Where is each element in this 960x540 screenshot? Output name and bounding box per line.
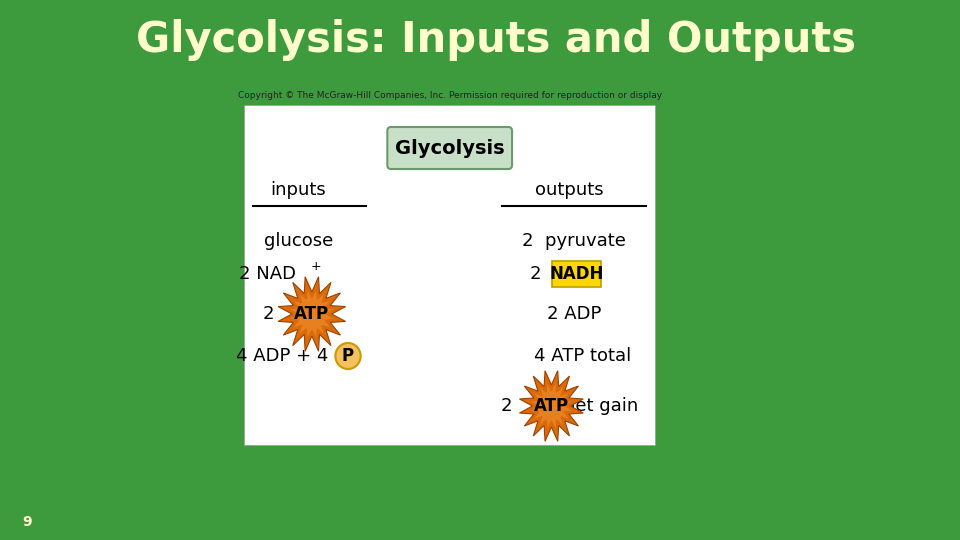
Text: 4 ADP + 4: 4 ADP + 4 [236,347,328,365]
Text: +: + [311,260,322,273]
Text: P: P [342,347,354,365]
Polygon shape [278,276,346,351]
Text: NADH: NADH [549,265,604,283]
FancyBboxPatch shape [387,127,512,169]
Text: ATP: ATP [295,305,329,323]
Ellipse shape [335,343,361,369]
Text: 2  pyruvate: 2 pyruvate [522,232,626,250]
Text: glucose: glucose [264,232,333,250]
Text: 2: 2 [529,265,540,283]
FancyBboxPatch shape [244,105,656,445]
Text: ATP: ATP [534,397,569,415]
Text: Copyright © The McGraw-Hill Companies, Inc. Permission required for reproduction: Copyright © The McGraw-Hill Companies, I… [238,91,661,100]
Text: 2 NAD: 2 NAD [239,265,297,283]
Polygon shape [529,381,573,430]
Polygon shape [289,288,335,340]
FancyBboxPatch shape [552,261,601,287]
Text: 2: 2 [500,397,512,415]
Text: net gain: net gain [564,397,638,415]
Text: Glycolysis: Inputs and Outputs: Glycolysis: Inputs and Outputs [135,19,855,61]
Text: 4 ATP total: 4 ATP total [535,347,632,365]
Text: 2: 2 [262,305,274,323]
Text: inputs: inputs [271,181,326,199]
Text: Glycolysis: Glycolysis [395,138,505,158]
Text: 2 ADP: 2 ADP [547,305,601,323]
Polygon shape [519,370,584,441]
Text: 9: 9 [23,515,33,529]
Text: outputs: outputs [535,181,604,199]
